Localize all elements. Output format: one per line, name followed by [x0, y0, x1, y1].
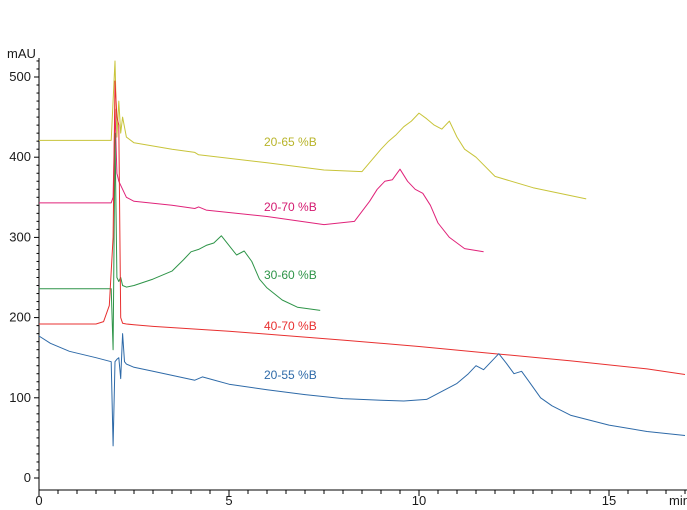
- x-axis-unit: min: [669, 493, 687, 508]
- trace-20-65-b: [39, 60, 587, 200]
- trace-30-60-b: [39, 132, 321, 351]
- trace-20-55-b: [38, 333, 686, 447]
- trace-group: [38, 60, 686, 447]
- y-tick-label: 300: [9, 229, 31, 244]
- x-tick-label: 15: [602, 493, 616, 508]
- trace-40-70-b: [39, 80, 686, 375]
- series-label-20-65: 20-65 %B: [264, 135, 317, 149]
- x-tick-label: 10: [412, 493, 426, 508]
- y-tick-label: 500: [9, 69, 31, 84]
- x-tick-label: 0: [35, 493, 42, 508]
- y-tick-label: 200: [9, 310, 31, 325]
- series-label-20-55: 20-55 %B: [264, 368, 317, 382]
- y-tick-label: 0: [24, 470, 31, 485]
- y-tick-label: 400: [9, 149, 31, 164]
- y-axis-unit: mAU: [7, 46, 36, 61]
- series-label-20-70: 20-70 %B: [264, 200, 317, 214]
- series-label-40-70: 40-70 %B: [264, 319, 317, 333]
- series-label-30-60: 30-60 %B: [264, 268, 317, 282]
- axis-ticks: 0 100 200 300 400 500 0 5 10 15: [9, 60, 686, 508]
- y-tick-label: 100: [9, 390, 31, 405]
- x-tick-label: 5: [225, 493, 232, 508]
- trace-20-70-b: [39, 108, 484, 253]
